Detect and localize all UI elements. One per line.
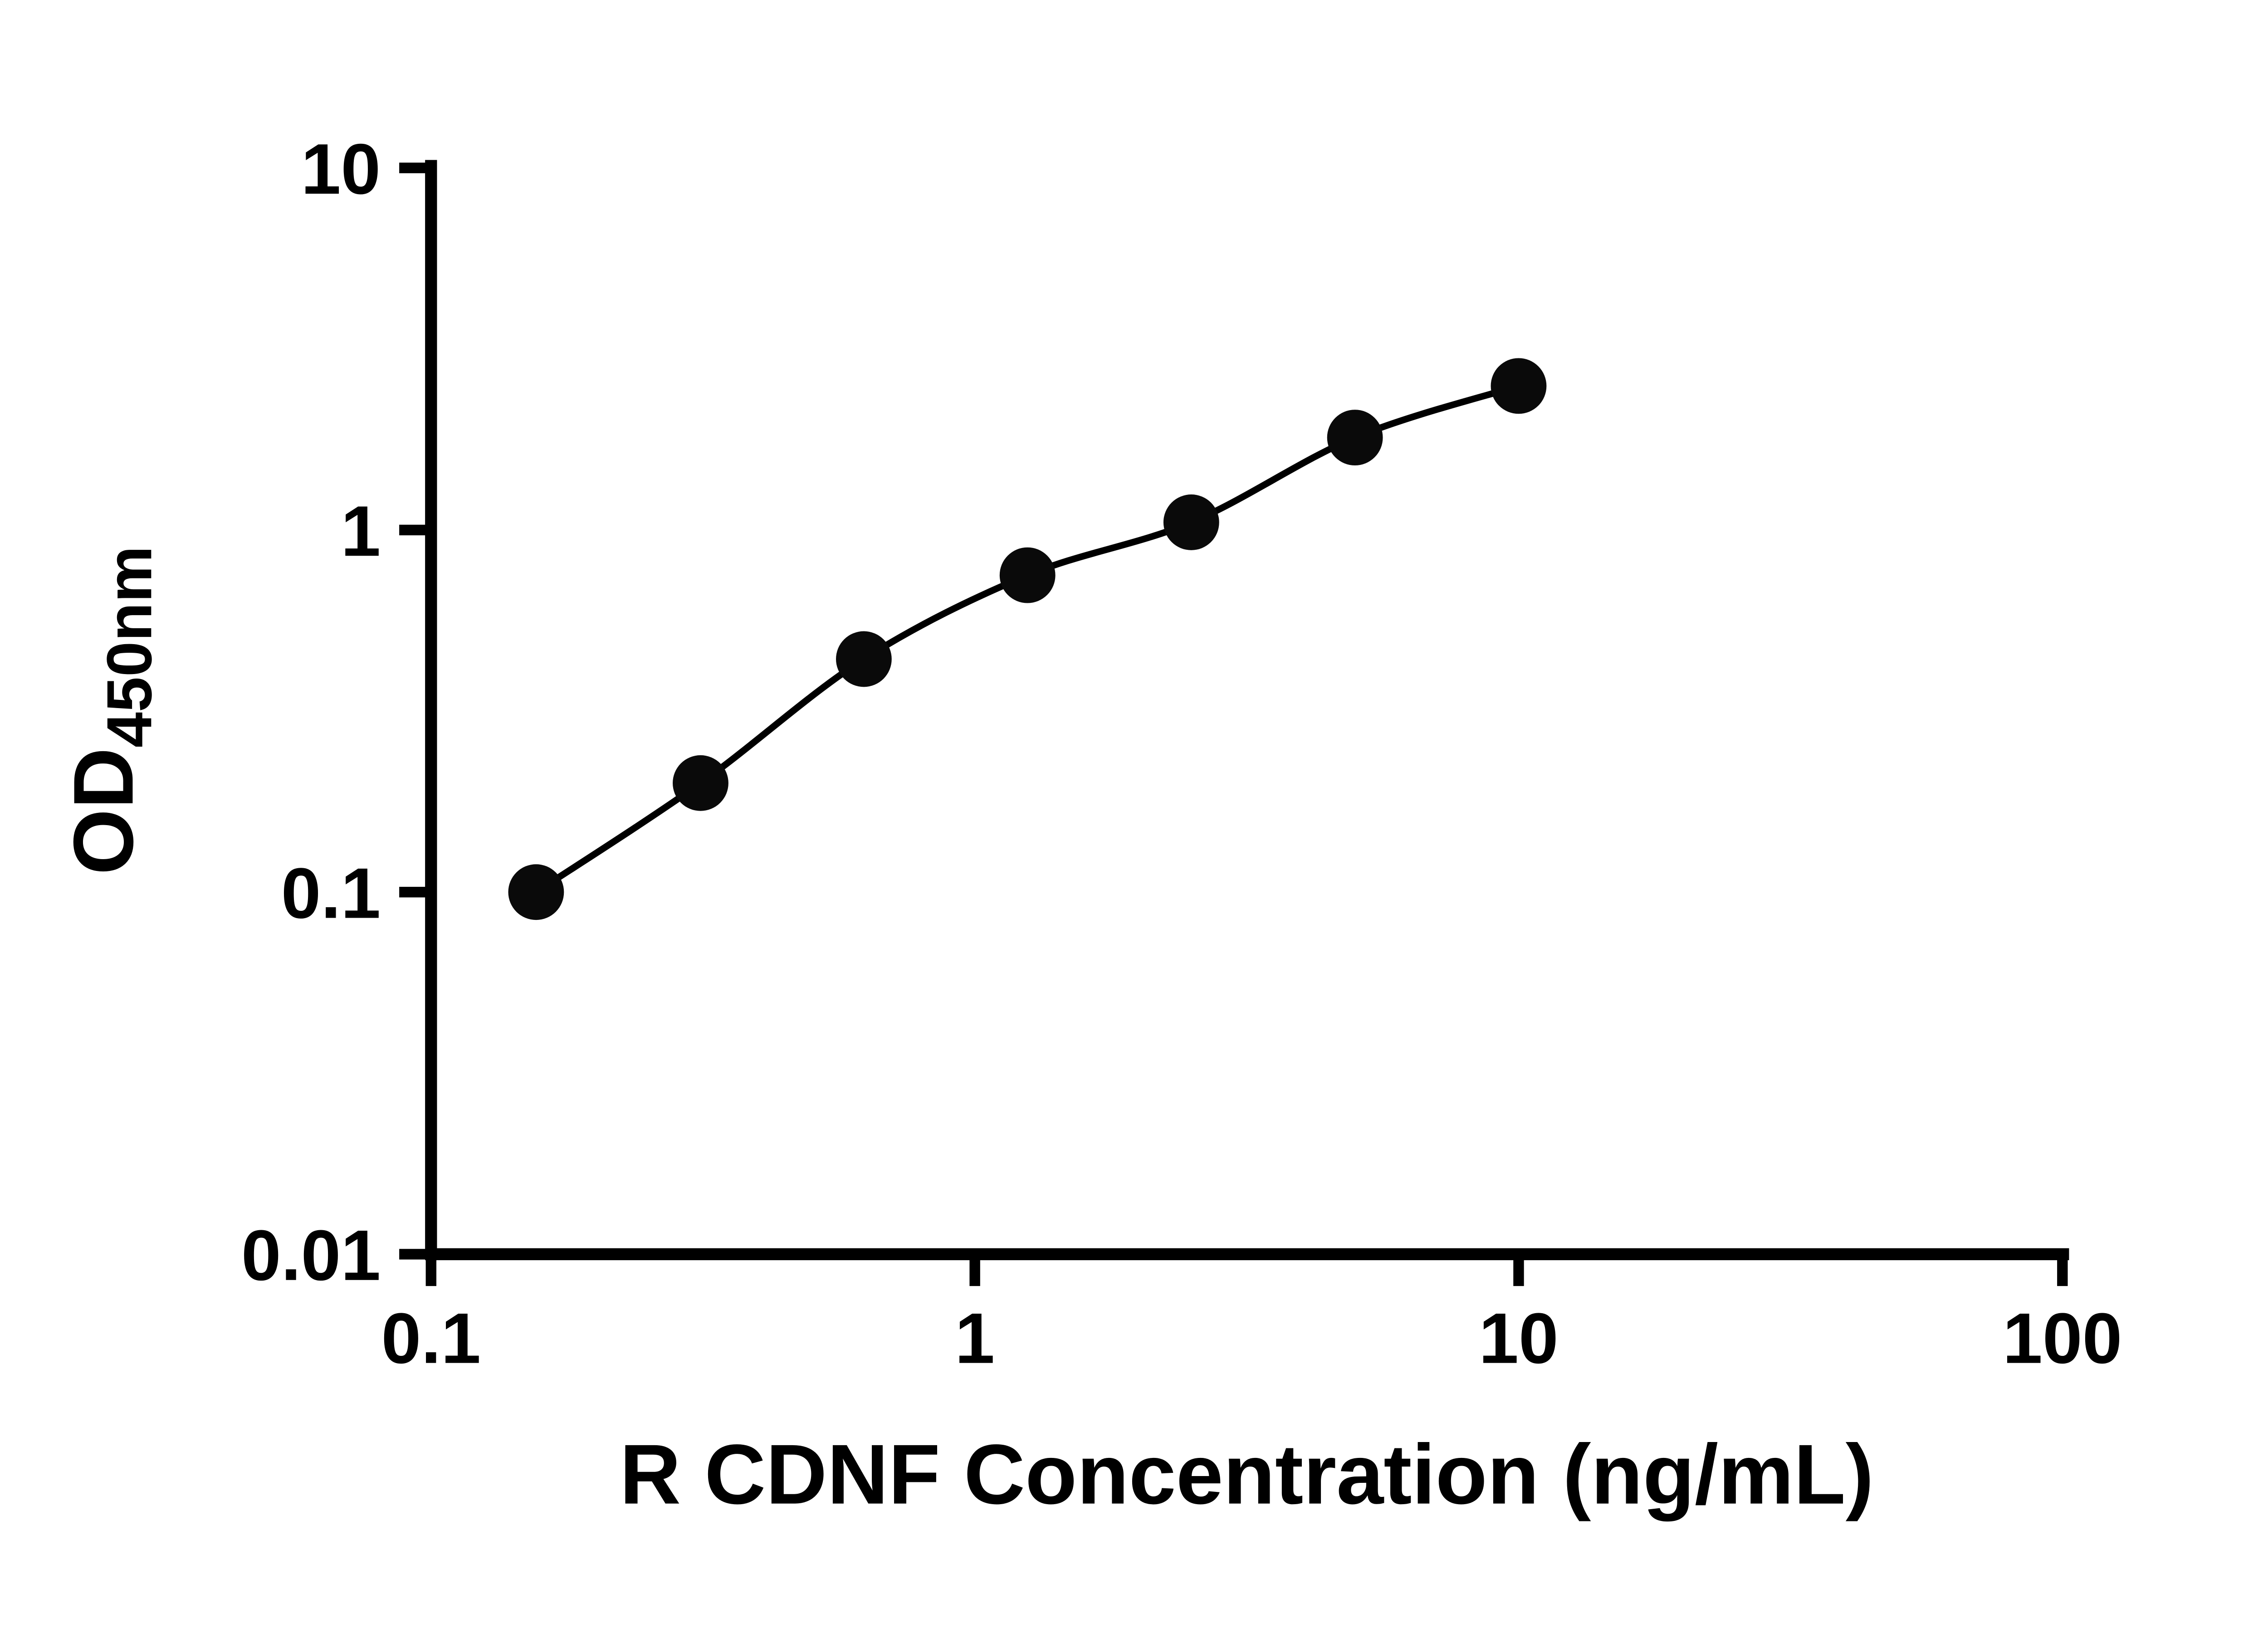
data-point	[1491, 358, 1547, 414]
x-tick-label: 0.1	[381, 1299, 481, 1379]
data-point	[999, 547, 1056, 603]
axes	[425, 160, 2069, 1261]
y-axis-title: OD450nm	[56, 546, 165, 875]
y-tick-label: 1	[341, 491, 381, 571]
y-tick-label: 0.1	[281, 854, 381, 934]
y-axis-title-main: OD	[56, 748, 151, 875]
data-point	[508, 864, 564, 920]
y-axis-ticks: 0.01 0.1 1 10	[241, 129, 431, 1296]
x-tick-label: 100	[2003, 1299, 2122, 1379]
x-tick-label: 1	[955, 1299, 995, 1379]
y-axis-title-subscript: 450nm	[93, 546, 165, 748]
data-point	[1327, 410, 1383, 466]
x-axis-title: R CDNF Concentration (ng/mL)	[620, 1427, 1874, 1522]
data-point	[836, 631, 892, 687]
data-point	[673, 755, 728, 811]
x-tick-label: 10	[1479, 1299, 1559, 1379]
y-tick-label: 0.01	[241, 1216, 381, 1296]
x-axis-ticks: 0.1 1 10 100	[381, 1254, 2122, 1379]
data-series	[508, 358, 1547, 920]
fit-curve	[534, 382, 1520, 895]
data-point	[1163, 494, 1219, 550]
y-tick-label: 10	[301, 129, 381, 209]
